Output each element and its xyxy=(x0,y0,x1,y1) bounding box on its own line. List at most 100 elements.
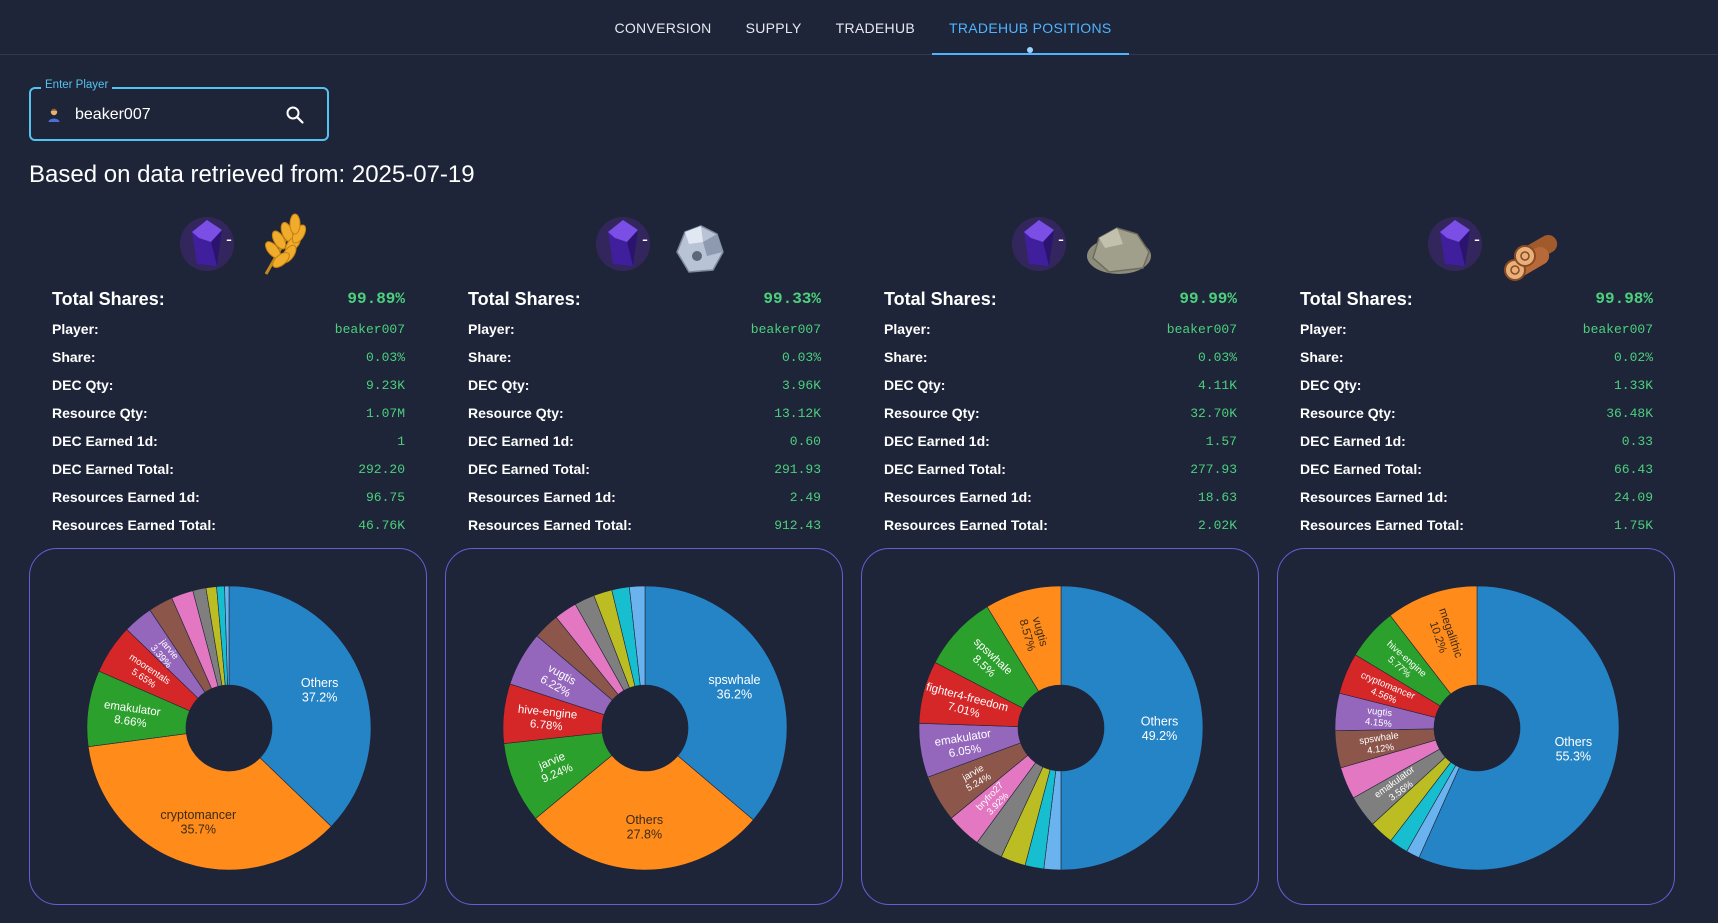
stats-table: Total Shares: 99.98% Player: beaker007 Sha… xyxy=(1300,283,1653,539)
pie-slice-label: Others 37.2% xyxy=(301,676,339,704)
pie-chart-box: spswhale 36.2% Others 27.8% jarvie9.24% hive-… xyxy=(445,548,843,905)
dec-qty-value: 1.33K xyxy=(1613,377,1653,393)
player-label: Player: xyxy=(884,321,931,337)
tab-supply[interactable]: SUPPLY xyxy=(745,20,802,36)
resources-earned-1d-value: 2.49 xyxy=(789,489,821,505)
share-label: Share: xyxy=(1300,349,1344,365)
pie-slice-label: spswhale 36.2% xyxy=(708,673,760,701)
dec-qty-value: 3.96K xyxy=(781,377,821,393)
panel-wood: - Total Shares: 99.98% Player: beaker007 S… xyxy=(1277,205,1677,905)
resource-qty-value: 13.12K xyxy=(774,405,821,421)
tab-tradehub[interactable]: TRADEHUB xyxy=(835,20,916,36)
dec-crystal-icon xyxy=(596,217,650,271)
dec-qty-label: DEC Qty: xyxy=(468,377,530,393)
resource-qty-label: Resource Qty: xyxy=(468,405,564,421)
pie-slice[interactable] xyxy=(1389,585,1478,695)
share-value: 0.03% xyxy=(781,349,821,365)
resource-qty-value: 1.07M xyxy=(365,405,405,421)
pie-slice[interactable] xyxy=(224,585,230,686)
dec-earned-1d-value: 1.57 xyxy=(1205,433,1237,449)
panel-stone: - Total Shares: 99.99% Player: beaker007 S… xyxy=(861,205,1261,905)
dec-earned-total-value: 291.93 xyxy=(774,461,821,477)
total-shares-value: 99.99% xyxy=(1179,290,1237,308)
tab-conversion[interactable]: CONVERSION xyxy=(614,20,712,36)
panel-iron: - Total Shares: 99.33% Player: beaker007 S… xyxy=(445,205,845,905)
player-value: beaker007 xyxy=(334,321,405,337)
dec-earned-1d-value: 0.60 xyxy=(789,433,821,449)
resources-earned-total-label: Resources Earned Total: xyxy=(52,517,216,533)
total-shares-value: 99.33% xyxy=(763,290,821,308)
dec-earned-total-label: DEC Earned Total: xyxy=(468,461,590,477)
dec-earned-total-label: DEC Earned Total: xyxy=(884,461,1006,477)
pair-icons: - xyxy=(596,217,724,273)
resource-qty-label: Resource Qty: xyxy=(1300,405,1396,421)
resources-earned-total-value: 1.75K xyxy=(1613,517,1653,533)
resources-earned-1d-value: 96.75 xyxy=(365,489,405,505)
iron-ore-icon xyxy=(676,225,724,273)
pie-slice[interactable] xyxy=(986,585,1062,692)
tab-tradehub-positions[interactable]: TRADEHUB POSITIONS xyxy=(932,0,1129,55)
stone-icon xyxy=(1087,227,1151,274)
pie-chart-box: Others 55.3% emakulator3.56% spswhale4.12% v… xyxy=(1277,548,1675,905)
player-value: beaker007 xyxy=(750,321,821,337)
resource-qty-value: 32.70K xyxy=(1190,405,1237,421)
resource-qty-label: Resource Qty: xyxy=(884,405,980,421)
pair-icons: - xyxy=(1012,217,1151,274)
dec-earned-total-value: 292.20 xyxy=(358,461,405,477)
resources-earned-1d-label: Resources Earned 1d: xyxy=(52,489,200,505)
total-shares-label: Total Shares: xyxy=(1300,288,1413,309)
player-value: beaker007 xyxy=(1582,321,1653,337)
stats-table: Total Shares: 99.89% Player: beaker007 Sha… xyxy=(52,283,405,539)
search-icon[interactable] xyxy=(285,105,305,125)
pair-separator: - xyxy=(1058,229,1064,249)
total-shares-value: 99.98% xyxy=(1595,290,1653,308)
top-navigation: CONVERSION SUPPLY TRADEHUB TRADEHUB POSI… xyxy=(0,0,1718,55)
player-avatar-icon xyxy=(48,108,60,122)
pie-slice-label: spswhale4.12% xyxy=(1359,730,1401,758)
dec-qty-label: DEC Qty: xyxy=(1300,377,1362,393)
dec-qty-label: DEC Qty: xyxy=(884,377,946,393)
pie-slice[interactable] xyxy=(628,585,646,686)
pie-slice[interactable] xyxy=(1418,585,1620,871)
resources-earned-1d-label: Resources Earned 1d: xyxy=(1300,489,1448,505)
dec-earned-total-label: DEC Earned Total: xyxy=(52,461,174,477)
share-label: Share: xyxy=(884,349,928,365)
resources-earned-total-label: Resources Earned Total: xyxy=(468,517,632,533)
total-shares-label: Total Shares: xyxy=(884,288,997,309)
pie-slice[interactable] xyxy=(535,754,754,871)
pie-chart: Others 37.2% cryptomancer 35.7% emakulator8.… xyxy=(86,585,372,871)
pie-slice[interactable] xyxy=(87,733,332,871)
dec-earned-1d-label: DEC Earned 1d: xyxy=(884,433,990,449)
pie-slice[interactable] xyxy=(644,585,788,821)
share-value: 0.03% xyxy=(365,349,405,365)
pie-chart-box: Others 49.2% bryfro273.92% jarvie5.24% emaku… xyxy=(861,548,1259,905)
pie-slice[interactable] xyxy=(228,585,372,827)
pie-slice[interactable] xyxy=(1060,585,1204,871)
player-search-input[interactable] xyxy=(73,101,267,129)
resources-earned-total-value: 2.02K xyxy=(1197,517,1237,533)
pie-chart-box: Others 37.2% cryptomancer 35.7% emakulator8.… xyxy=(29,548,427,905)
dec-earned-1d-label: DEC Earned 1d: xyxy=(52,433,158,449)
share-label: Share: xyxy=(52,349,96,365)
player-search-box: Enter Player xyxy=(29,79,329,141)
wood-logs-icon xyxy=(1504,235,1558,281)
total-shares-value: 99.89% xyxy=(347,290,405,308)
player-value: beaker007 xyxy=(1166,321,1237,337)
pie-slice-label: Others 27.8% xyxy=(626,813,664,841)
pie-slice-label: Others 55.3% xyxy=(1555,735,1593,763)
stats-table: Total Shares: 99.33% Player: beaker007 Sha… xyxy=(468,283,821,539)
stats-table: Total Shares: 99.99% Player: beaker007 Sha… xyxy=(884,283,1237,539)
pie-slice-label: emakulator8.66% xyxy=(101,699,161,732)
pair-separator: - xyxy=(642,229,648,249)
pie-chart: Others 49.2%bryfro273.92%jarvie5.24%emaku… xyxy=(918,585,1204,871)
resources-earned-1d-label: Resources Earned 1d: xyxy=(468,489,616,505)
pair-icons: - xyxy=(180,213,307,275)
resources-earned-1d-value: 24.09 xyxy=(1613,489,1653,505)
total-shares-label: Total Shares: xyxy=(52,288,165,309)
dec-earned-1d-label: DEC Earned 1d: xyxy=(1300,433,1406,449)
dec-crystal-icon xyxy=(1012,217,1066,271)
dec-qty-label: DEC Qty: xyxy=(52,377,114,393)
dec-crystal-icon xyxy=(180,217,234,271)
pie-slice-label: Others 49.2% xyxy=(1141,715,1179,743)
dec-earned-total-value: 66.43 xyxy=(1613,461,1653,477)
